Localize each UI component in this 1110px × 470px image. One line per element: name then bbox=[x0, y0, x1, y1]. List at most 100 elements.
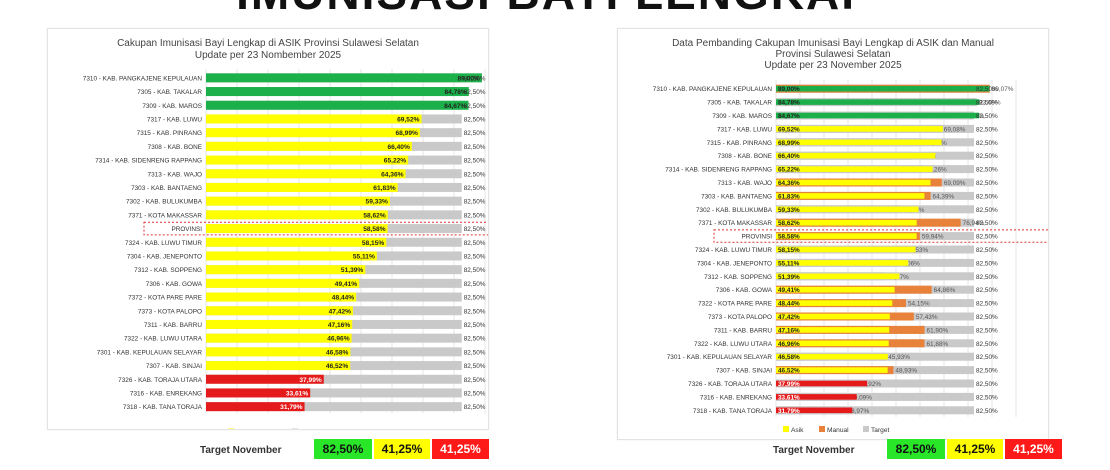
manual-value-label: 76,94% bbox=[963, 220, 985, 227]
manual-value-label: 89,07% bbox=[992, 86, 1014, 93]
manual-value-label: 69,08% bbox=[944, 126, 966, 133]
target-value-label: 82,50% bbox=[464, 158, 486, 165]
manual-value-label: 61,88% bbox=[927, 341, 949, 348]
coverage-value-label: 65,22% bbox=[778, 167, 800, 174]
coverage-value-label: 58,62% bbox=[778, 220, 800, 227]
right-target-row: Target November 82,50% 41,25% 41,25% bbox=[773, 439, 1063, 459]
target-value-label: 82,50% bbox=[464, 253, 486, 260]
coverage-value-label: 49,41% bbox=[778, 287, 800, 294]
left-target-label: Target November bbox=[200, 445, 282, 456]
category-label: 7309 - KAB. MAROS bbox=[142, 103, 202, 110]
coverage-value-label: 33,61% bbox=[778, 394, 800, 401]
coverage-bar bbox=[776, 112, 980, 119]
manual-value-label: 64,39% bbox=[933, 193, 955, 200]
category-label: PROVINSI bbox=[741, 234, 772, 241]
target-bar bbox=[206, 374, 462, 384]
category-label: 7313 - KAB. WAJO bbox=[148, 171, 202, 178]
category-label: 7306 - KAB. GOWA bbox=[716, 287, 773, 294]
coverage-value-label: 55,11% bbox=[778, 260, 800, 267]
coverage-value-label: 37,99% bbox=[778, 381, 800, 388]
coverage-value-label: 31,79% bbox=[280, 404, 303, 411]
legend-swatch bbox=[819, 426, 825, 432]
manual-value-label: 83,69% bbox=[979, 100, 1001, 107]
coverage-bar bbox=[776, 233, 917, 239]
target-value-label: 82,50% bbox=[976, 167, 998, 174]
category-label: 7372 - KOTA PARE PARE bbox=[128, 295, 202, 302]
coverage-bar bbox=[206, 237, 387, 247]
category-label: 7326 - KAB. TORAJA UTARA bbox=[688, 381, 773, 388]
coverage-value-label: 58,58% bbox=[778, 234, 800, 241]
target-value-label: 82,50% bbox=[976, 314, 998, 321]
coverage-bar bbox=[776, 126, 943, 132]
coverage-bar bbox=[206, 141, 412, 151]
coverage-value-label: 47,42% bbox=[778, 314, 800, 321]
coverage-bar bbox=[206, 224, 388, 234]
target-value-label: 82,50% bbox=[976, 234, 998, 241]
coverage-bar bbox=[776, 300, 893, 306]
coverage-value-label: 68,99% bbox=[778, 140, 800, 147]
manual-value-label: 53,53% bbox=[906, 247, 928, 254]
category-label: 7315 - KAB. PINRANG bbox=[707, 140, 772, 147]
category-label: 7308 - KAB. BONE bbox=[718, 153, 772, 160]
coverage-value-label: 37,99% bbox=[299, 377, 322, 384]
coverage-value-label: 69,52% bbox=[397, 116, 420, 123]
target-value-label: 82,50% bbox=[976, 153, 998, 160]
banner-title: IMUNISASI BAYI LENGKAP bbox=[0, 0, 1110, 16]
target-value-label: 82,50% bbox=[976, 301, 998, 308]
coverage-value-label: 46,58% bbox=[326, 349, 349, 356]
coverage-value-label: 48,44% bbox=[778, 301, 800, 308]
target-value-label: 82,50% bbox=[976, 180, 998, 187]
coverage-bar bbox=[206, 374, 324, 384]
category-label: 7301 - KAB. KEPULAUAN SELAYAR bbox=[667, 354, 773, 361]
right-chart-panel: Data Pembanding Cakupan Imunisasi Bayi L… bbox=[617, 28, 1049, 440]
target-value-label: 82,50% bbox=[464, 295, 486, 302]
target-value-label: 82,50% bbox=[464, 212, 486, 219]
target-value-label: 82,50% bbox=[464, 377, 486, 384]
category-label: 7373 - KOTA PALOPO bbox=[138, 308, 202, 315]
coverage-bar bbox=[776, 85, 990, 92]
coverage-value-label: 89,00% bbox=[778, 86, 800, 93]
category-label: 7326 - KAB. TORAJA UTARA bbox=[118, 377, 203, 384]
coverage-value-label: 47,16% bbox=[778, 327, 800, 334]
target-value-label: 82,50% bbox=[464, 281, 486, 288]
category-label: 7315 - KAB. PINRANG bbox=[137, 130, 202, 137]
legend-label: Target bbox=[871, 427, 889, 434]
coverage-bar bbox=[776, 206, 919, 213]
coverage-bar bbox=[206, 114, 422, 124]
coverage-bar bbox=[776, 313, 890, 320]
target-value-label: 82,50% bbox=[976, 140, 998, 147]
target-value-label: 82,50% bbox=[464, 336, 486, 343]
coverage-value-label: 66,40% bbox=[387, 144, 410, 151]
category-label: 7316 - KAB. ENREKANG bbox=[700, 394, 772, 401]
category-label: PROVINSI bbox=[171, 226, 202, 233]
category-label: 7302 - KAB. BULUKUMBA bbox=[126, 199, 203, 206]
target-value-label: 82,50% bbox=[464, 199, 486, 206]
target-value-label: 82,50% bbox=[464, 308, 486, 315]
left-bar-chart: 7310 - KAB. PANGKAJENE KEPULAUAN 89,00%82… bbox=[83, 69, 488, 429]
target-value-label: 82,50% bbox=[464, 322, 486, 329]
manual-value-label: 69,09% bbox=[944, 180, 966, 187]
coverage-value-label: 84,67% bbox=[778, 113, 800, 120]
target-bar bbox=[776, 379, 974, 388]
coverage-bar bbox=[206, 155, 409, 165]
coverage-value-label: 46,52% bbox=[778, 368, 800, 375]
coverage-value-label: 58,15% bbox=[778, 247, 800, 254]
coverage-bar bbox=[776, 353, 888, 360]
coverage-value-label: 59,33% bbox=[778, 207, 800, 214]
coverage-bar bbox=[776, 246, 916, 253]
coverage-bar bbox=[206, 100, 469, 110]
target-value-label: 82,50% bbox=[464, 363, 486, 370]
category-label: 7311 - KAB. BARRU bbox=[144, 322, 203, 329]
coverage-bar bbox=[776, 99, 980, 105]
coverage-value-label: 84,67% bbox=[444, 103, 467, 110]
manual-value-label: 33,92% bbox=[859, 381, 881, 388]
coverage-bar bbox=[776, 286, 895, 293]
category-label: 7312 - KAB. SOPPENG bbox=[704, 274, 772, 281]
target-value-label: 82,50% bbox=[464, 130, 486, 137]
coverage-bar bbox=[776, 152, 936, 159]
manual-value-label: 30,09% bbox=[850, 394, 872, 401]
coverage-value-label: 58,15% bbox=[362, 240, 385, 247]
target-bar bbox=[206, 402, 462, 412]
target-value-label: 82,50% bbox=[976, 381, 998, 388]
manual-value-label: 61,26% bbox=[925, 167, 947, 174]
